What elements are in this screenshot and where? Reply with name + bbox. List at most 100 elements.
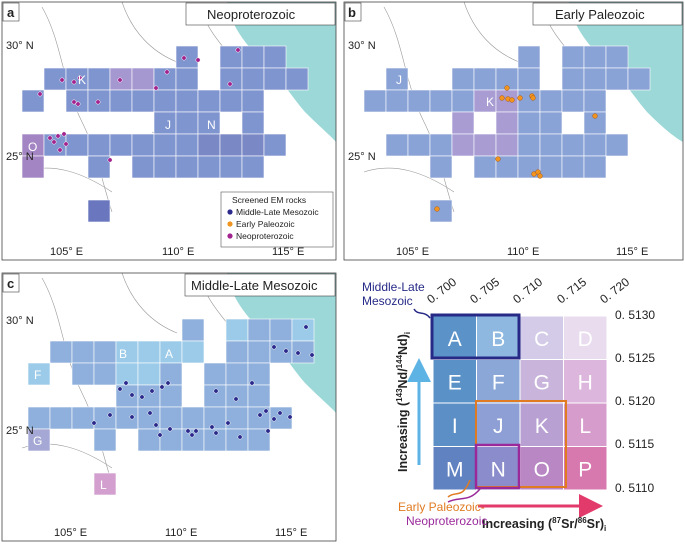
callout-neoproterozoic: Neoproterozoic [406, 514, 487, 528]
panel-letter: b [348, 5, 356, 20]
matrix-cell-label: H [578, 371, 593, 394]
matrix-cell-label: B [491, 328, 505, 351]
matrix-cell [563, 359, 608, 404]
sr-tick: 0. 715 [554, 275, 589, 307]
grid-cells [27, 318, 315, 496]
lon-label: 115° E [616, 246, 648, 258]
matrix-cell-label: P [578, 458, 592, 481]
panel-title: Middle-Late Mesozoic [191, 278, 318, 293]
matrix-cell [476, 315, 521, 360]
sr-tick: 0. 710 [510, 275, 545, 307]
province-boundaries [21, 272, 253, 484]
callout-mesozoic: Middle-Late [362, 280, 425, 294]
matrix-cell-label: C [534, 328, 549, 351]
panel-b: J K 30° N 25° N 105° E 110° E 115° E b E… [343, 1, 684, 261]
sr-tick: 0. 720 [597, 275, 632, 307]
callout-connector [413, 308, 431, 319]
panel-title-box [185, 2, 336, 26]
legend-marker [227, 233, 233, 239]
province-boundaries [363, 1, 595, 213]
matrix-cell-label: K [535, 415, 549, 438]
grid-label: J [396, 73, 402, 87]
matrix-cell [563, 402, 608, 447]
matrix-cell-label: D [578, 328, 593, 351]
legend-marker [227, 221, 233, 227]
panel-title: Early Paleozoic [555, 7, 645, 22]
neoproterozoic-outline [474, 443, 521, 490]
matrix-cell-label: O [534, 458, 550, 481]
panel-letter-box [2, 273, 20, 293]
lat-label: 25° N [348, 151, 376, 163]
lon-label: 115° E [275, 527, 307, 539]
panel-letter-box [2, 2, 20, 22]
nd-tick: 0. 5110 [615, 481, 654, 495]
matrix-cell [563, 446, 608, 491]
grid-label: O [28, 140, 37, 154]
legend-title: Screened EM rocks [232, 195, 306, 205]
sample-points [434, 85, 598, 212]
panel-frame [1, 272, 337, 542]
lat-label: 30° N [6, 40, 34, 52]
panel-title-box [184, 273, 336, 297]
grid-label: K [486, 95, 494, 109]
matrix-cell-label: E [448, 371, 462, 394]
y-axis-label: Increasing (143Nd/144Nd)i [395, 332, 412, 472]
matrix-cell-label: A [448, 328, 462, 351]
legend-label: Early Paleozoic [236, 219, 295, 229]
panel-title: Neoproterozoic [207, 7, 296, 22]
lon-label: 105° E [54, 527, 87, 539]
matrix-cell-label: I [452, 415, 458, 438]
taiwan [298, 403, 324, 490]
nd-tick: 0. 5125 [615, 351, 655, 365]
callout-connector [447, 488, 481, 503]
lat-label: 30° N [348, 40, 376, 52]
sample-points [91, 324, 315, 440]
grid-label: G [33, 434, 42, 448]
lon-label: 115° E [272, 246, 304, 258]
lon-label: 110° E [507, 246, 539, 258]
matrix-cell-label: N [491, 458, 506, 481]
matrix-cell [519, 446, 564, 491]
grid-label: J [165, 118, 171, 132]
lon-label: 110° E [162, 246, 194, 258]
legend-marker [227, 209, 233, 215]
panel-a: K J N O 30° N 25° N 105° E 110° E 115° E… [1, 1, 337, 261]
legend-label: Neoproterozoic [236, 231, 294, 241]
sr-tick: 0. 700 [424, 275, 459, 307]
grid-label: F [34, 368, 41, 382]
mesozoic-outline [430, 313, 521, 360]
panel-frame [343, 1, 684, 261]
callout-paleozoic: Early Paleozoic- [398, 500, 485, 514]
matrix-cells [432, 315, 608, 491]
isotope-matrix: A B C D E F G H I J K L M N O P 0. 700 0. 705 0. 710 0.… [362, 275, 655, 533]
legend-label: Middle-Late Mesozoic [236, 207, 319, 217]
matrix-cell-label: G [534, 371, 550, 394]
matrix-labels: A B C D E F G H I J K L M N O P [446, 328, 593, 482]
panel-letter: a [7, 5, 15, 20]
callout-connector [447, 479, 471, 498]
grid-label: A [165, 347, 173, 361]
panel-title-box [532, 2, 683, 26]
legend: Screened EM rocks Middle-Late Mesozoic E… [220, 191, 334, 248]
matrix-cell-label: L [579, 415, 591, 438]
sr-tick: 0. 705 [467, 275, 502, 307]
matrix-cell-label: F [492, 371, 505, 394]
grid-cells [363, 45, 651, 223]
grid-label: K [78, 73, 86, 87]
sample-points [37, 47, 241, 163]
taiwan [640, 127, 666, 214]
x-axis-label: Increasing (87Sr/86Sr)i [482, 516, 606, 533]
matrix-cell [476, 446, 521, 491]
matrix-cell [476, 359, 521, 404]
panel-letter: c [7, 276, 14, 291]
matrix-cell-label: J [493, 415, 504, 438]
lon-label: 105° E [50, 246, 83, 258]
matrix-cell [519, 402, 564, 447]
panel-frame [1, 1, 337, 261]
matrix-cell-label: M [446, 458, 464, 481]
grid-label: B [119, 347, 127, 361]
lat-label: 25° N [6, 425, 34, 437]
lon-label: 110° E [165, 527, 197, 539]
grid-cells [21, 45, 309, 223]
